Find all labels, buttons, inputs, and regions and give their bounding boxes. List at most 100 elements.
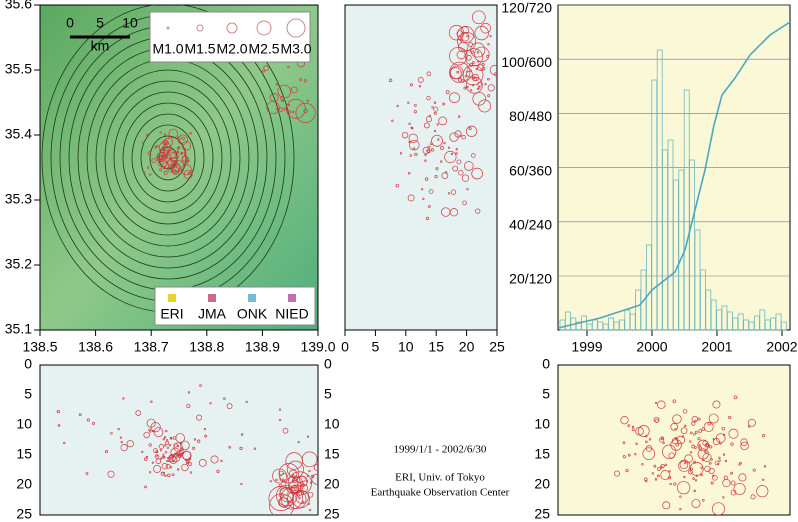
quake-marker <box>668 476 672 480</box>
quake-marker <box>167 153 170 157</box>
quake-marker <box>472 92 486 106</box>
quake-marker <box>694 479 698 482</box>
depth-tick-label: 0 <box>24 356 32 372</box>
depth-tick-label: 10 <box>16 416 32 432</box>
quake-marker <box>455 148 458 151</box>
quake-marker <box>245 400 248 404</box>
depth-tick-label: 20 <box>459 339 475 355</box>
lon-tick-label: 139.0 <box>300 339 335 355</box>
quake-marker <box>622 455 626 459</box>
magnitude-legend <box>149 11 311 63</box>
quake-marker <box>672 414 682 424</box>
quake-marker <box>169 151 179 161</box>
quake-marker <box>396 104 399 108</box>
quake-marker <box>168 128 179 139</box>
quake-marker <box>186 403 191 409</box>
quake-marker <box>648 438 652 441</box>
quake-marker <box>710 458 713 461</box>
quake-marker <box>278 463 299 484</box>
quake-marker <box>465 76 483 94</box>
quake-marker <box>466 70 473 78</box>
quake-marker <box>654 418 659 423</box>
quake-marker <box>449 92 460 104</box>
quake-marker <box>286 460 304 478</box>
quake-marker <box>679 460 689 470</box>
quake-marker <box>169 148 173 151</box>
period: 1999/1/1 - 2002/6/30 <box>394 444 487 456</box>
quake-marker <box>431 134 443 147</box>
quake-marker <box>164 142 168 145</box>
quake-marker <box>740 441 749 451</box>
lat-depth-panel <box>344 4 498 331</box>
quake-marker <box>196 414 203 421</box>
quake-marker <box>708 413 719 424</box>
quake-marker <box>474 25 489 41</box>
lat-tick-label: 35.2 <box>5 256 32 272</box>
quake-marker <box>422 197 425 201</box>
quake-marker <box>189 471 193 474</box>
quake-marker <box>407 194 415 202</box>
quake-marker <box>153 427 164 437</box>
quake-marker <box>187 159 190 162</box>
year-label: 2002 <box>766 339 797 355</box>
magnitude-label: M1.5 <box>184 41 215 57</box>
quake-marker <box>464 75 468 78</box>
quake-marker <box>461 135 466 140</box>
quake-marker <box>702 453 712 462</box>
quake-marker <box>146 166 150 169</box>
quake-marker <box>436 123 439 126</box>
quake-marker <box>471 153 476 158</box>
quake-marker <box>408 122 411 126</box>
quake-marker <box>188 462 192 466</box>
quake-marker <box>469 63 473 67</box>
quake-marker <box>292 110 295 114</box>
quake-marker <box>747 418 756 427</box>
quake-marker <box>456 50 466 60</box>
depth-tick-label: 5 <box>24 386 32 402</box>
quake-marker <box>173 442 183 452</box>
quake-marker <box>135 410 142 416</box>
quake-marker <box>175 164 178 167</box>
quake-marker <box>311 474 315 478</box>
quake-marker <box>660 463 665 468</box>
quake-marker <box>177 134 188 145</box>
count-tick-label: 120/720 <box>501 0 552 16</box>
station-label: ERI <box>160 306 183 322</box>
quake-marker <box>468 42 473 47</box>
quake-marker <box>166 446 169 449</box>
quake-marker <box>287 489 307 510</box>
magnitude-label: M1.0 <box>152 41 183 57</box>
quake-marker <box>740 438 748 446</box>
quake-marker <box>470 42 486 58</box>
quake-marker <box>658 437 664 443</box>
quake-marker <box>299 78 302 81</box>
quake-marker <box>641 463 644 466</box>
quake-marker <box>163 170 168 175</box>
quake-marker <box>155 450 159 454</box>
quake-marker <box>487 94 491 98</box>
quake-marker <box>110 432 113 435</box>
quake-marker <box>409 83 413 87</box>
quake-marker <box>412 147 416 151</box>
quake-marker <box>160 471 165 476</box>
quake-marker <box>57 424 61 427</box>
quake-marker <box>281 99 285 103</box>
quake-marker <box>738 473 747 482</box>
quake-marker <box>240 433 244 436</box>
quake-marker <box>181 155 188 162</box>
quake-marker <box>407 101 410 104</box>
quake-marker <box>409 154 412 157</box>
quake-marker <box>105 450 108 454</box>
scale-tick: 0 <box>66 15 74 31</box>
quake-marker <box>487 84 495 92</box>
station-label: ONK <box>237 306 268 322</box>
quake-marker <box>418 85 422 88</box>
lon-tick-label: 138.8 <box>189 339 224 355</box>
quake-marker <box>199 384 202 387</box>
quake-marker <box>458 170 464 176</box>
histogram-bar <box>640 269 647 331</box>
quake-marker <box>285 98 306 119</box>
quake-marker <box>428 114 432 118</box>
histogram-bar <box>748 321 755 331</box>
quake-marker <box>465 54 472 61</box>
